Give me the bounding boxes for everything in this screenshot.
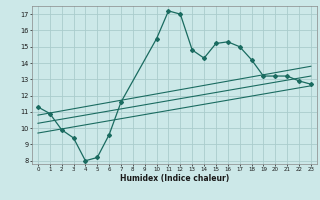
X-axis label: Humidex (Indice chaleur): Humidex (Indice chaleur) [120, 174, 229, 183]
